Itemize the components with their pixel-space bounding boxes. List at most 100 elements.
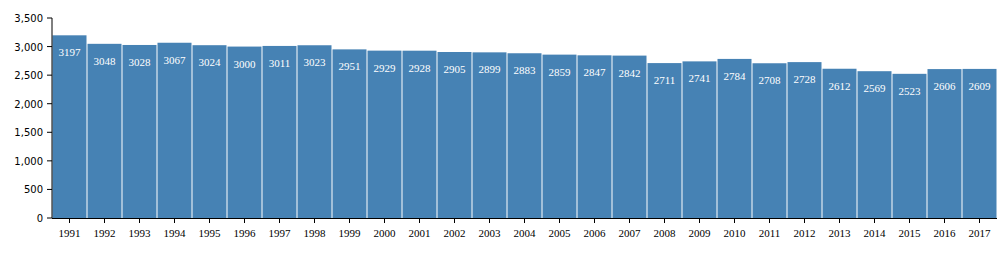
bar (613, 56, 647, 218)
y-axis-line (52, 18, 53, 218)
data-label: 3197 (59, 46, 82, 58)
data-label: 2905 (444, 63, 467, 75)
data-label: 2612 (829, 80, 851, 92)
bar (193, 45, 227, 218)
x-tick (244, 218, 245, 223)
y-tick (47, 18, 52, 19)
y-tick (47, 189, 52, 190)
y-tick-label: 1,500 (14, 127, 43, 138)
x-tick-label: 2017 (969, 227, 992, 239)
x-tick (629, 218, 630, 223)
bar (648, 63, 682, 218)
bar (963, 69, 997, 218)
x-tick (594, 218, 595, 223)
y-tick (47, 132, 52, 133)
data-label: 2711 (654, 74, 676, 86)
data-label: 3023 (304, 56, 327, 68)
data-label: 2928 (409, 62, 432, 74)
x-tick-label: 2000 (374, 227, 397, 239)
x-tick-label: 1994 (164, 227, 187, 239)
data-label: 2883 (514, 64, 537, 76)
bar (788, 62, 822, 218)
x-tick (104, 218, 105, 223)
x-tick (384, 218, 385, 223)
bar (158, 43, 192, 218)
y-tick-label: 3,000 (14, 42, 43, 53)
y-axis: 05001,0001,5002,0002,5003,0003,500 (14, 13, 52, 224)
x-tick-label: 1998 (304, 227, 327, 239)
x-tick-label: 2003 (479, 227, 502, 239)
data-label: 3011 (269, 57, 291, 69)
bar (718, 59, 752, 218)
data-label: 2899 (479, 63, 502, 75)
data-label: 2741 (689, 72, 711, 84)
y-tick (47, 75, 52, 76)
x-tick (944, 218, 945, 223)
data-label: 2606 (934, 80, 957, 92)
data-label: 2523 (899, 85, 922, 97)
data-labels: 3197304830283067302430003011302329512929… (59, 46, 992, 97)
bar (123, 45, 157, 218)
x-tick (664, 218, 665, 223)
y-tick (47, 218, 52, 219)
x-tick-label: 2014 (864, 227, 887, 239)
x-tick-label: 2008 (654, 227, 677, 239)
y-tick (47, 160, 52, 161)
y-tick-label: 3,500 (14, 13, 43, 24)
bar (823, 69, 857, 218)
data-label: 2708 (759, 74, 782, 86)
bar (473, 52, 507, 218)
data-label: 2728 (794, 73, 817, 85)
x-tick (489, 218, 490, 223)
x-tick-label: 2004 (514, 227, 537, 239)
data-label: 2784 (724, 70, 747, 82)
x-tick (769, 218, 770, 223)
data-label: 3000 (234, 58, 257, 70)
x-tick-label: 1997 (269, 227, 292, 239)
data-label: 3048 (94, 55, 117, 67)
x-tick-label: 2013 (829, 227, 852, 239)
x-tick-label: 2009 (689, 227, 712, 239)
y-tick-label: 2,500 (14, 70, 43, 81)
chart-svg: 3197304830283067302430003011302329512929… (0, 0, 1006, 264)
bar (228, 47, 262, 218)
bar (403, 51, 437, 218)
bar (333, 49, 367, 218)
data-label: 2609 (969, 80, 992, 92)
data-label: 2951 (339, 60, 361, 72)
y-tick-label: 2,000 (14, 99, 43, 110)
x-tick-label: 1996 (234, 227, 257, 239)
bar (53, 35, 87, 218)
x-tick-label: 2001 (409, 227, 431, 239)
bar (578, 55, 612, 218)
y-tick-label: 500 (24, 184, 43, 195)
y-tick (47, 103, 52, 104)
x-tick (139, 218, 140, 223)
data-label: 2929 (374, 62, 397, 74)
x-axis: 1991199219931994199519961997199819992000… (52, 218, 997, 239)
x-tick-label: 2010 (724, 227, 747, 239)
x-tick (209, 218, 210, 223)
bar (88, 44, 122, 218)
bar (928, 69, 962, 218)
bar (508, 53, 542, 218)
x-tick-label: 1999 (339, 227, 362, 239)
data-label: 2847 (584, 66, 607, 78)
x-tick (174, 218, 175, 223)
bar (893, 74, 927, 218)
data-label: 3067 (164, 54, 187, 66)
x-tick-label: 2007 (619, 227, 642, 239)
x-tick (979, 218, 980, 223)
x-tick (69, 218, 70, 223)
bar (858, 71, 892, 218)
bar (753, 63, 787, 218)
x-tick (804, 218, 805, 223)
bar (263, 46, 297, 218)
x-tick-label: 2012 (794, 227, 816, 239)
data-label: 3024 (199, 56, 222, 68)
bar (543, 55, 577, 218)
x-tick (524, 218, 525, 223)
data-label: 2859 (549, 66, 572, 78)
bar (368, 51, 402, 218)
x-tick (909, 218, 910, 223)
